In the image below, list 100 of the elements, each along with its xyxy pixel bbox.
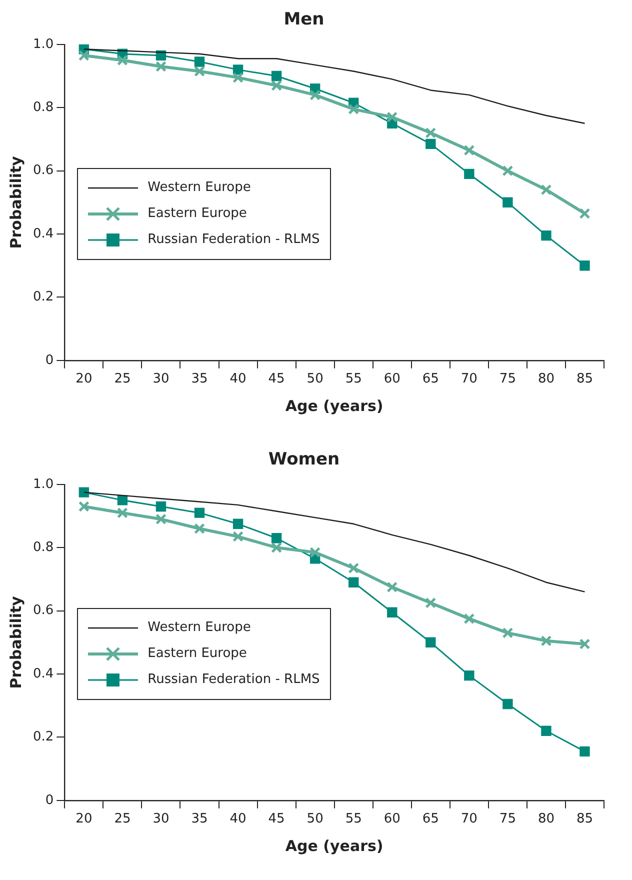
x-tick-label: 85 xyxy=(576,812,594,827)
point xyxy=(464,613,475,624)
x-tick-label: 20 xyxy=(76,372,92,387)
point xyxy=(194,523,205,534)
point xyxy=(541,230,552,241)
x-tick-label: 35 xyxy=(191,812,208,827)
point xyxy=(232,64,244,75)
y-tick-label: 0.2 xyxy=(32,730,54,745)
y-tick-label: 0.8 xyxy=(32,100,54,115)
point xyxy=(502,698,513,710)
legend-label: Russian Federation - RLMS xyxy=(148,672,320,688)
y-tick-label: 1.0 xyxy=(32,476,54,492)
x-tick-label: 60 xyxy=(384,372,400,387)
y-axis-title: Probability xyxy=(6,156,25,249)
point xyxy=(425,127,436,138)
point xyxy=(194,66,205,77)
point xyxy=(502,627,514,638)
x-tick-label: 50 xyxy=(306,812,324,827)
point xyxy=(348,562,360,574)
chart-title: Men xyxy=(284,10,324,30)
point xyxy=(579,208,590,219)
y-tick-label: 0.4 xyxy=(32,226,54,242)
x-tick-label: 65 xyxy=(422,372,439,387)
point xyxy=(387,607,398,618)
x-tick-label: 30 xyxy=(152,812,170,827)
y-tick-label: 0 xyxy=(45,352,54,368)
point xyxy=(348,577,359,588)
y-tick-label: 0.4 xyxy=(32,666,54,682)
y-tick-label: 0 xyxy=(45,792,54,808)
point xyxy=(156,501,166,512)
legend-label: Eastern Europe xyxy=(148,646,247,662)
point xyxy=(155,61,166,72)
point xyxy=(540,184,552,196)
y-axis-title: Probability xyxy=(6,596,25,689)
point xyxy=(78,50,90,61)
x-axis-title: Age (years) xyxy=(285,396,384,415)
y-tick-label: 0.6 xyxy=(32,603,54,618)
x-tick-label: 80 xyxy=(538,372,554,387)
point xyxy=(78,487,90,498)
point xyxy=(232,72,244,84)
point xyxy=(580,260,590,271)
x-tick-label: 35 xyxy=(191,372,208,387)
x-tick-label: 55 xyxy=(345,372,362,387)
point xyxy=(116,507,128,518)
chart-title: Women xyxy=(268,450,340,470)
point xyxy=(464,168,474,180)
y-tick-label: 0.6 xyxy=(32,163,54,178)
y-tick-label: 1.0 xyxy=(32,36,54,52)
point xyxy=(310,546,321,558)
point xyxy=(117,495,128,506)
point xyxy=(271,70,282,82)
point xyxy=(310,89,321,100)
point xyxy=(271,542,282,554)
point xyxy=(194,56,205,67)
point xyxy=(348,104,360,115)
legend-label: Western Europe xyxy=(148,180,251,196)
x-tick-label: 60 xyxy=(384,812,400,827)
x-axis-title: Age (years) xyxy=(285,836,384,855)
point xyxy=(580,746,590,757)
x-tick-label: 75 xyxy=(499,372,516,387)
point xyxy=(271,80,282,91)
point xyxy=(232,518,244,529)
point xyxy=(502,197,513,208)
x-tick-label: 25 xyxy=(114,372,131,387)
legend-label: Western Europe xyxy=(148,620,251,636)
point xyxy=(464,144,475,156)
x-tick-label: 55 xyxy=(345,812,362,827)
point xyxy=(194,508,205,518)
x-tick-label: 20 xyxy=(76,812,92,827)
point xyxy=(464,670,474,681)
point xyxy=(155,514,166,525)
y-tick-label: 0.8 xyxy=(32,540,54,555)
point xyxy=(78,501,90,512)
x-tick-label: 70 xyxy=(460,812,478,827)
x-tick-label: 30 xyxy=(152,372,170,387)
x-tick-label: 70 xyxy=(460,372,478,387)
x-tick-label: 40 xyxy=(230,812,246,827)
x-tick-label: 45 xyxy=(268,812,285,827)
legend-label: Russian Federation - RLMS xyxy=(148,232,320,248)
point xyxy=(540,635,552,646)
x-tick-label: 25 xyxy=(114,812,131,827)
point xyxy=(502,165,514,176)
point xyxy=(386,112,398,123)
point xyxy=(271,533,282,544)
x-tick-label: 75 xyxy=(499,812,516,827)
point xyxy=(425,597,436,608)
x-tick-label: 45 xyxy=(268,372,285,387)
x-tick-label: 50 xyxy=(306,372,324,387)
x-tick-label: 40 xyxy=(230,372,246,387)
x-tick-label: 85 xyxy=(576,372,594,387)
x-tick-label: 65 xyxy=(422,812,439,827)
point xyxy=(579,638,590,650)
point xyxy=(232,531,244,542)
point xyxy=(386,582,398,593)
point xyxy=(426,138,436,150)
point xyxy=(426,637,436,648)
y-tick-label: 0.2 xyxy=(32,290,54,305)
legend-label: Eastern Europe xyxy=(148,206,247,222)
x-tick-label: 80 xyxy=(538,812,554,827)
point xyxy=(541,726,552,736)
